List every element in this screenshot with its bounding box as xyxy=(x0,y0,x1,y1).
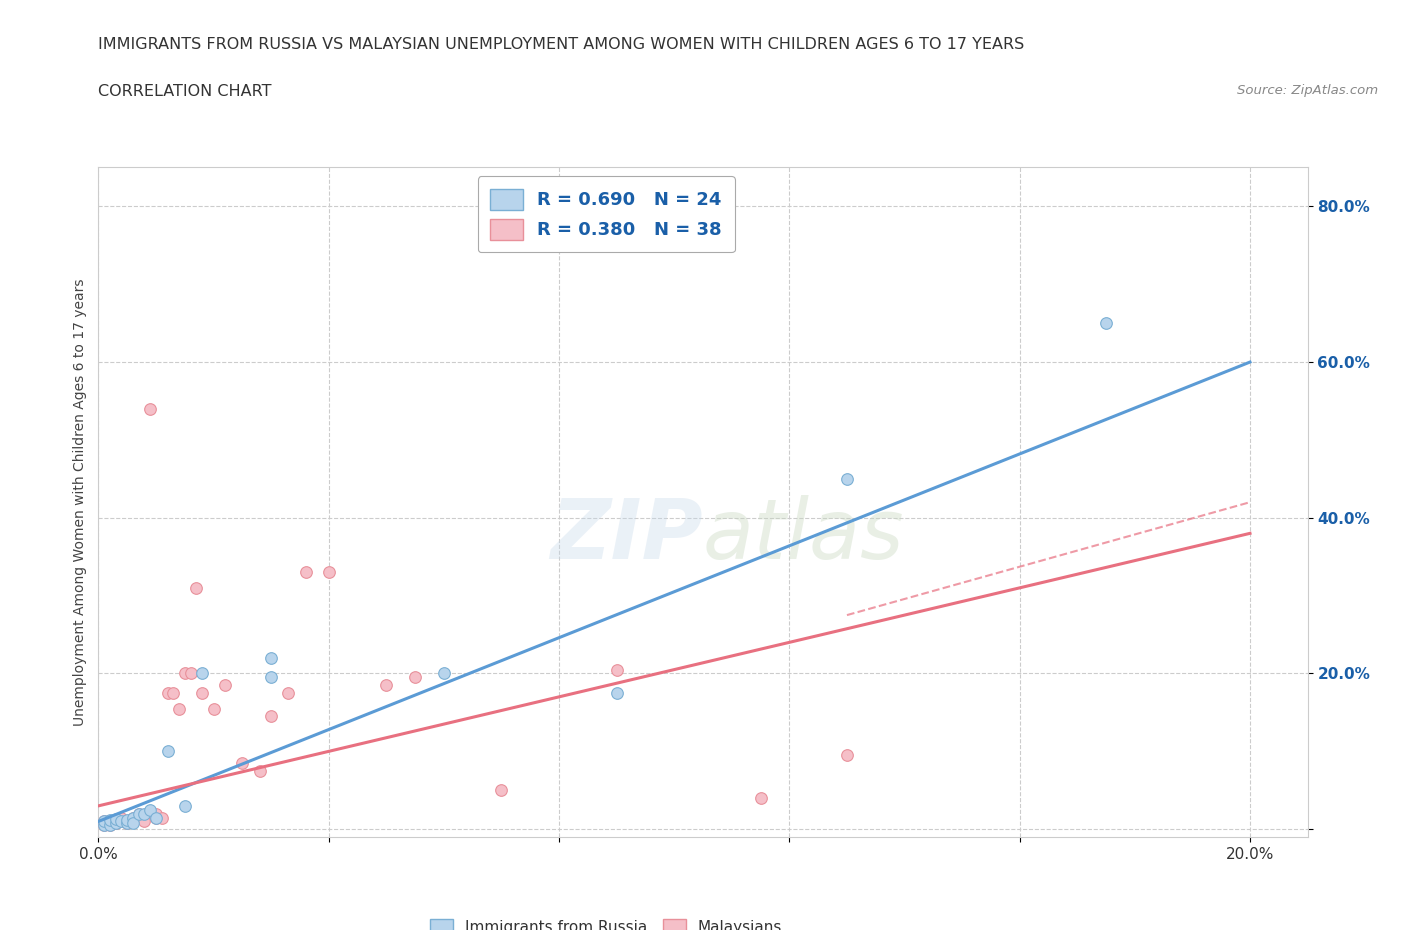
Malaysians xyxy=(186,580,208,595)
Immigrants from Russia xyxy=(104,812,127,827)
Malaysians xyxy=(749,790,772,805)
Malaysians xyxy=(249,764,271,778)
Malaysians xyxy=(93,814,115,829)
Text: Source: ZipAtlas.com: Source: ZipAtlas.com xyxy=(1237,84,1378,97)
Malaysians xyxy=(104,816,127,830)
Text: atlas: atlas xyxy=(703,495,904,577)
Immigrants from Russia xyxy=(1095,315,1118,330)
Immigrants from Russia xyxy=(115,816,138,830)
Immigrants from Russia xyxy=(122,816,145,830)
Immigrants from Russia xyxy=(835,472,858,486)
Malaysians xyxy=(98,817,121,832)
Text: CORRELATION CHART: CORRELATION CHART xyxy=(98,84,271,99)
Immigrants from Russia xyxy=(191,666,214,681)
Malaysians xyxy=(115,816,138,830)
Malaysians xyxy=(110,810,132,825)
Immigrants from Russia xyxy=(110,814,132,829)
Malaysians xyxy=(122,810,145,825)
Immigrants from Russia xyxy=(128,806,150,821)
Immigrants from Russia xyxy=(260,650,283,665)
Malaysians xyxy=(150,810,173,825)
Malaysians xyxy=(202,701,225,716)
Malaysians xyxy=(145,810,167,825)
Malaysians xyxy=(93,817,115,832)
Malaysians xyxy=(139,402,162,417)
Malaysians xyxy=(294,565,316,579)
Malaysians xyxy=(491,783,513,798)
Malaysians xyxy=(835,748,858,763)
Malaysians xyxy=(318,565,340,579)
Malaysians xyxy=(214,678,236,693)
Malaysians xyxy=(231,755,253,770)
Text: IMMIGRANTS FROM RUSSIA VS MALAYSIAN UNEMPLOYMENT AMONG WOMEN WITH CHILDREN AGES : IMMIGRANTS FROM RUSSIA VS MALAYSIAN UNEM… xyxy=(98,37,1025,52)
Immigrants from Russia xyxy=(93,814,115,829)
Malaysians xyxy=(98,814,121,829)
Immigrants from Russia xyxy=(139,803,162,817)
Malaysians xyxy=(375,678,398,693)
Malaysians xyxy=(145,806,167,821)
Malaysians xyxy=(180,666,202,681)
Malaysians xyxy=(110,813,132,828)
Malaysians xyxy=(128,806,150,821)
Immigrants from Russia xyxy=(156,744,179,759)
Malaysians xyxy=(156,685,179,700)
Malaysians xyxy=(260,709,283,724)
Malaysians xyxy=(191,685,214,700)
Malaysians xyxy=(167,701,190,716)
Malaysians xyxy=(606,662,628,677)
Malaysians xyxy=(173,666,195,681)
Immigrants from Russia xyxy=(93,817,115,832)
Malaysians xyxy=(134,814,156,829)
Y-axis label: Unemployment Among Women with Children Ages 6 to 17 years: Unemployment Among Women with Children A… xyxy=(73,278,87,726)
Immigrants from Russia xyxy=(104,816,127,830)
Malaysians xyxy=(277,685,299,700)
Immigrants from Russia xyxy=(122,810,145,825)
Immigrants from Russia xyxy=(145,810,167,825)
Immigrants from Russia xyxy=(98,813,121,828)
Text: ZIP: ZIP xyxy=(550,495,703,577)
Malaysians xyxy=(104,813,127,828)
Immigrants from Russia xyxy=(173,799,195,814)
Immigrants from Russia xyxy=(606,685,628,700)
Immigrants from Russia xyxy=(115,813,138,828)
Immigrants from Russia xyxy=(260,670,283,684)
Malaysians xyxy=(404,670,426,684)
Legend: Immigrants from Russia, Malaysians: Immigrants from Russia, Malaysians xyxy=(423,911,790,930)
Immigrants from Russia xyxy=(134,806,156,821)
Immigrants from Russia xyxy=(98,817,121,832)
Malaysians xyxy=(162,685,184,700)
Immigrants from Russia xyxy=(433,666,456,681)
Malaysians xyxy=(115,814,138,829)
